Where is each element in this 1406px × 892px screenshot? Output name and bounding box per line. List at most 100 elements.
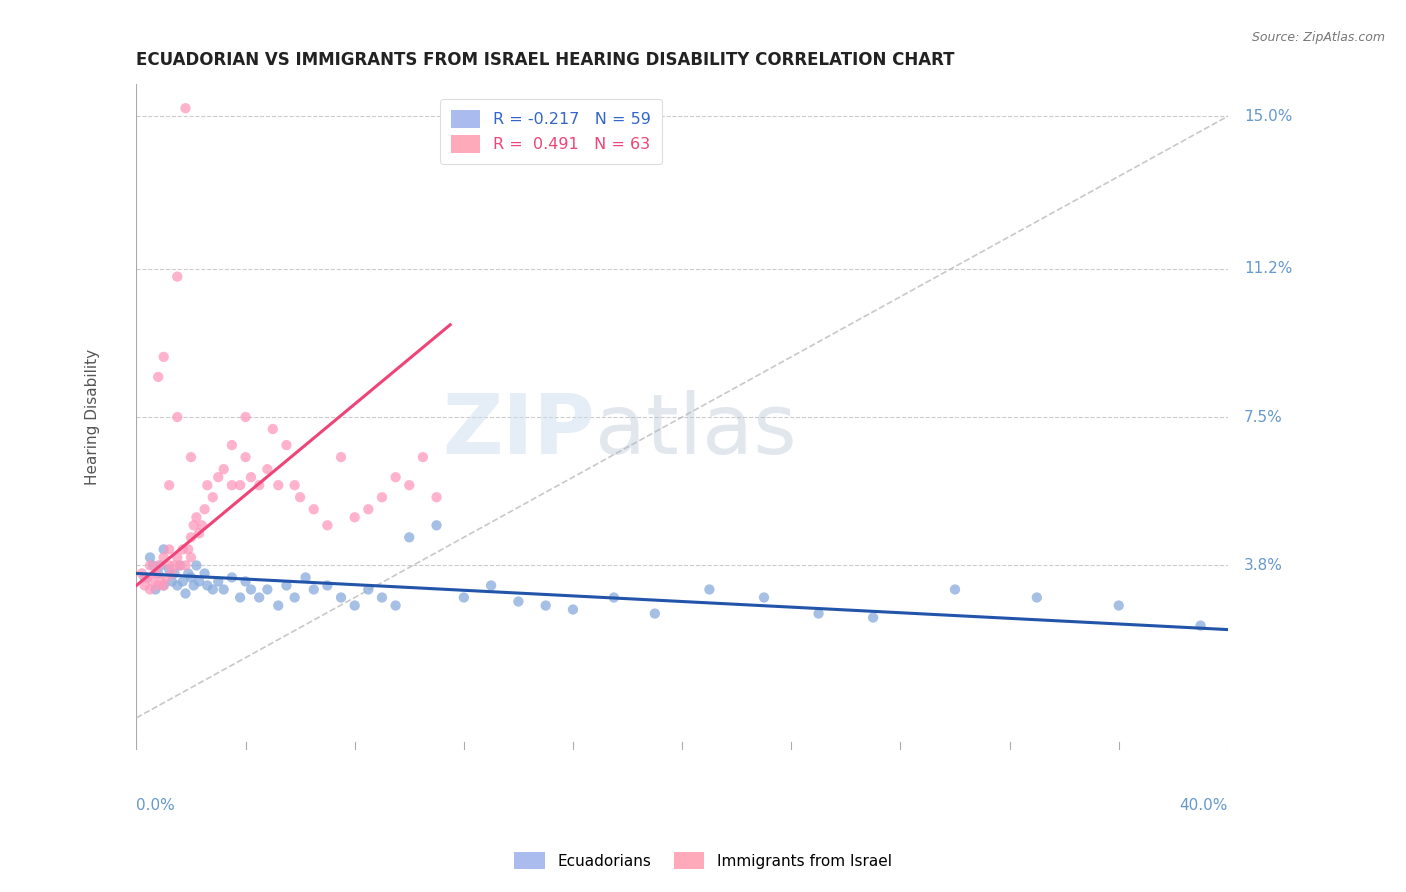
Point [603,591,626,605]
Point [235,450,257,464]
Point [139,582,162,597]
Point [139,558,162,573]
Point [177,566,200,581]
Point [276,438,298,452]
Point [288,490,311,504]
Point [157,542,180,557]
Point [201,490,224,504]
Point [148,558,170,573]
Point [172,574,194,589]
Point [294,570,316,584]
Point [221,438,243,452]
Point [180,530,202,544]
Point [166,410,188,425]
Point [195,478,218,492]
Point [479,578,502,592]
Point [163,566,186,581]
Point [201,582,224,597]
Point [212,462,235,476]
Point [160,574,183,589]
Point [453,591,475,605]
Point [862,610,884,624]
Text: ECUADORIAN VS IMMIGRANTS FROM ISRAEL HEARING DISABILITY CORRELATION CHART: ECUADORIAN VS IMMIGRANTS FROM ISRAEL HEA… [136,51,955,69]
Text: 3.8%: 3.8% [1244,558,1284,573]
Point [330,450,353,464]
Point [371,591,394,605]
Point [174,586,197,600]
Point [148,566,170,581]
Point [425,490,447,504]
Point [172,542,194,557]
Point [183,578,205,592]
Point [267,478,290,492]
Point [384,470,406,484]
Point [284,478,307,492]
Point [240,582,263,597]
Point [131,566,153,581]
Point [752,591,775,605]
Point [229,591,252,605]
Point [357,502,380,516]
Point [240,470,263,484]
Text: 15.0%: 15.0% [1244,109,1292,124]
Point [508,594,530,608]
Text: 7.5%: 7.5% [1244,409,1284,425]
Point [212,582,235,597]
Point [247,478,270,492]
Point [1108,599,1130,613]
Text: atlas: atlas [595,390,797,471]
Point [152,350,174,364]
Point [221,478,243,492]
Legend: Ecuadorians, Immigrants from Israel: Ecuadorians, Immigrants from Israel [508,846,898,875]
Point [186,558,208,573]
Point [177,542,200,557]
Text: 40.0%: 40.0% [1180,798,1227,813]
Point [136,570,159,584]
Point [157,478,180,492]
Point [316,578,339,592]
Point [148,578,170,592]
Point [163,558,186,573]
Point [247,591,270,605]
Point [166,550,188,565]
Point [142,558,165,573]
Point [139,550,162,565]
Point [221,570,243,584]
Point [148,370,170,384]
Point [267,599,290,613]
Point [134,578,156,592]
Point [145,566,167,581]
Point [174,558,197,573]
Text: 11.2%: 11.2% [1244,261,1292,277]
Point [152,578,174,592]
Point [302,582,325,597]
Point [562,602,585,616]
Point [1025,591,1047,605]
Point [180,570,202,584]
Point [145,582,167,597]
Point [357,582,380,597]
Point [142,574,165,589]
Point [160,566,183,581]
Point [371,490,394,504]
Point [207,470,229,484]
Point [169,558,191,573]
Point [256,462,278,476]
Point [534,599,557,613]
Point [155,570,177,584]
Point [191,518,214,533]
Text: Source: ZipAtlas.com: Source: ZipAtlas.com [1251,31,1385,45]
Legend: R = -0.217   N = 59, R =  0.491   N = 63: R = -0.217 N = 59, R = 0.491 N = 63 [440,99,662,164]
Point [229,478,252,492]
Point [284,591,307,605]
Point [149,574,172,589]
Point [194,502,217,516]
Point [276,578,298,592]
Point [256,582,278,597]
Point [194,566,217,581]
Point [174,101,197,115]
Point [157,558,180,573]
Point [398,478,420,492]
Point [343,599,366,613]
Point [152,578,174,592]
